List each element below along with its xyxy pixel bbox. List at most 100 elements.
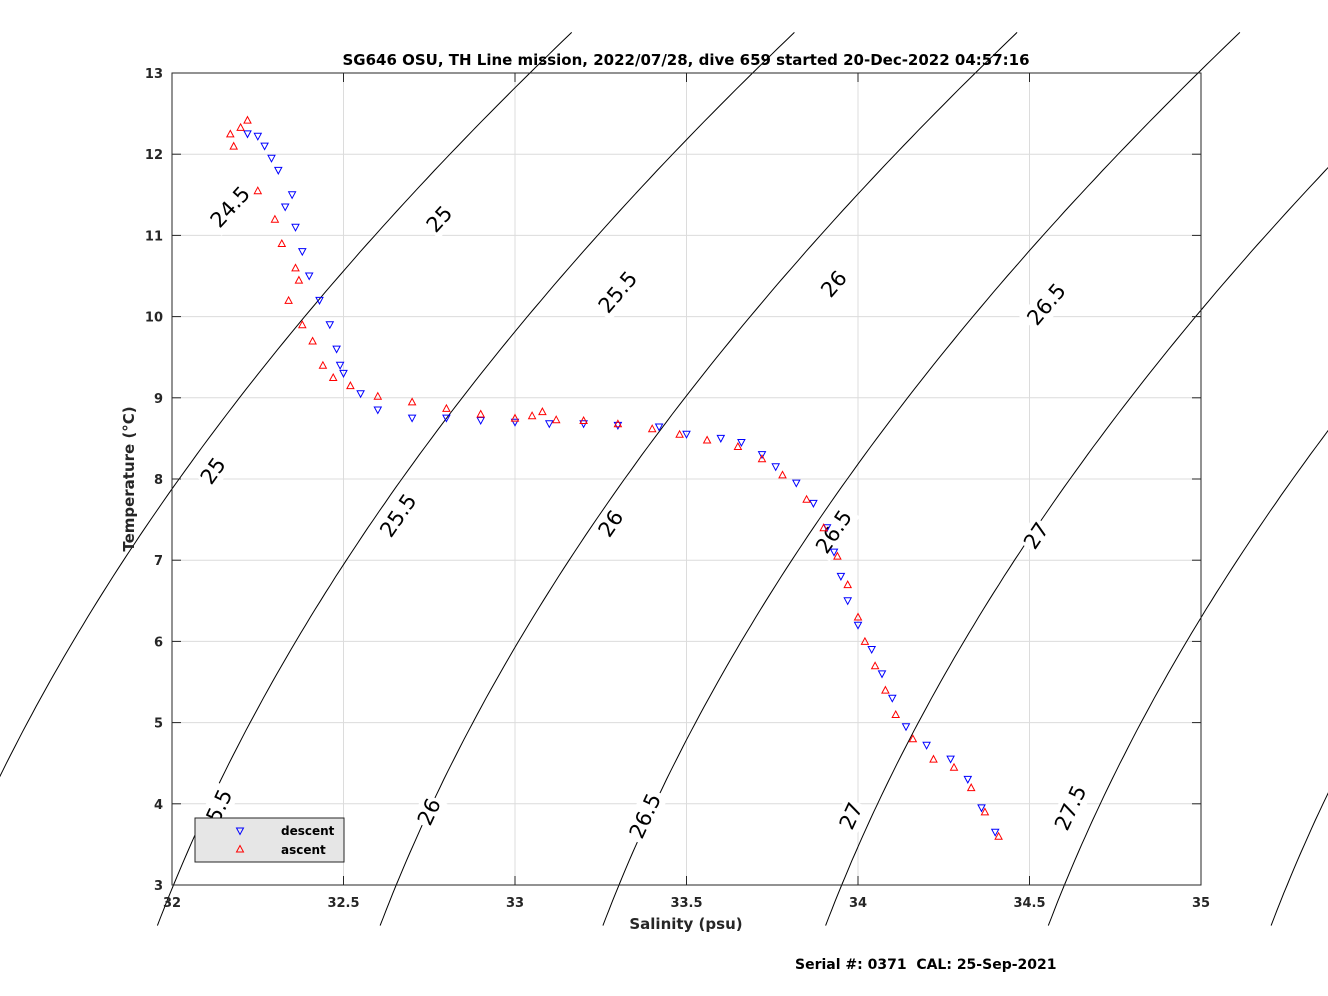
contour-label-bg (590, 263, 646, 322)
ascent-point (229, 141, 239, 150)
y-tick-label: 12 (145, 148, 163, 163)
descent-point (963, 775, 973, 784)
contour-label-group: 27.5 (1047, 777, 1094, 838)
y-tick-label: 3 (154, 879, 163, 894)
contour-label: 26 (413, 795, 446, 829)
ascent-point (253, 186, 263, 195)
descent-point (757, 451, 767, 460)
y-tick-label: 8 (154, 473, 163, 488)
descent-point (373, 406, 383, 415)
contour-label-group: 25.5 (590, 263, 646, 322)
contour-label: 26 (594, 506, 629, 542)
descent-point (682, 430, 691, 439)
contour-label-bg (202, 178, 259, 236)
descent-point (737, 439, 746, 448)
descent-point (771, 463, 781, 472)
ascent-point (538, 407, 547, 416)
x-tick-label: 32.5 (327, 896, 359, 911)
descent-point (791, 479, 801, 488)
isopycnal-27.5 (1270, 792, 1328, 926)
y-tick-label: 5 (154, 717, 163, 732)
ascent-point (853, 612, 863, 621)
y-tick-label: 13 (145, 67, 163, 82)
series-ascent (225, 115, 1003, 840)
descent-point (335, 361, 345, 370)
ascent-point (702, 435, 712, 444)
x-tick-label: 33.5 (670, 896, 702, 911)
contour-label-group: 25 (419, 199, 460, 240)
contour-label-group: 26 (814, 264, 854, 304)
legend-ascent-marker (235, 844, 245, 853)
ascent-point (949, 762, 959, 771)
contour-label-bg (1047, 777, 1094, 838)
x-tick-label: 32 (163, 896, 181, 911)
ascent-point (994, 831, 1003, 840)
chart-title: SG646 OSU, TH Line mission, 2022/07/28, … (342, 51, 1029, 69)
contour-label: 25 (422, 201, 458, 237)
ascent-point (442, 403, 451, 412)
descent-point (544, 420, 554, 429)
contour-label-bg (372, 485, 425, 546)
grid-lines (171, 72, 1202, 886)
descent-point (990, 828, 1000, 837)
ascent-point (757, 454, 767, 463)
ascent-point (294, 275, 304, 284)
contour-label-group: 27 (1017, 516, 1056, 556)
ascent-point (328, 372, 338, 381)
legend: descent ascent (194, 817, 345, 863)
y-axis-label: Temperature (°C) (120, 406, 138, 551)
descent-point (809, 499, 818, 508)
y-tick-label: 9 (154, 392, 163, 407)
ascent-point (225, 129, 235, 138)
descent-point (243, 130, 252, 139)
isopycnal-27 (1047, 429, 1328, 926)
x-tick-label: 33 (506, 896, 524, 911)
descent-point (946, 755, 955, 764)
ascent-point (243, 115, 252, 124)
legend-descent-label: descent (281, 824, 335, 838)
descent-point (922, 741, 931, 750)
ascent-point (929, 754, 938, 763)
isopycnal-25 (156, 32, 795, 926)
ascent-point (277, 238, 287, 247)
ascent-point (966, 783, 976, 792)
isopycnal-25.5 (379, 32, 1018, 926)
ascent-point (510, 413, 520, 422)
data-series (225, 115, 1003, 840)
descent-point (315, 296, 324, 305)
ascent-point (881, 685, 890, 694)
ascent-point (860, 636, 870, 645)
descent-point (843, 597, 853, 606)
legend-descent-marker (235, 827, 245, 836)
contour-label-group: 26.5 (808, 502, 860, 562)
descent-point (297, 248, 307, 257)
contour-label-group: 26.5 (622, 786, 669, 846)
descent-point (579, 420, 588, 429)
contour-label-group: 24.5 (202, 178, 259, 236)
ascent-point (308, 336, 317, 345)
ascent-point (613, 419, 623, 428)
descent-point (716, 434, 726, 443)
isopycnal-26 (602, 32, 1241, 926)
contour-label: 26 (816, 266, 852, 302)
descent-point (339, 369, 348, 378)
legend-box (194, 817, 345, 863)
contour-label-bg (814, 264, 854, 304)
ascent-point (579, 415, 588, 424)
descent-point (853, 621, 863, 630)
ascent-point (407, 397, 417, 406)
contour-label-bg (591, 503, 631, 544)
x-axis-label: Salinity (psu) (629, 915, 742, 933)
x-tick-label: 35 (1192, 896, 1210, 911)
contour-label-group: 25.5 (372, 485, 425, 546)
contour-label-bg (833, 796, 870, 836)
ascent-point (236, 122, 245, 131)
contour-label: 26.5 (625, 790, 666, 843)
contour-label: 25 (196, 453, 231, 489)
series-descent (243, 130, 1000, 837)
contour-label-bg (419, 199, 460, 240)
ascent-point (908, 734, 918, 743)
contour-label-bg (1019, 275, 1074, 334)
